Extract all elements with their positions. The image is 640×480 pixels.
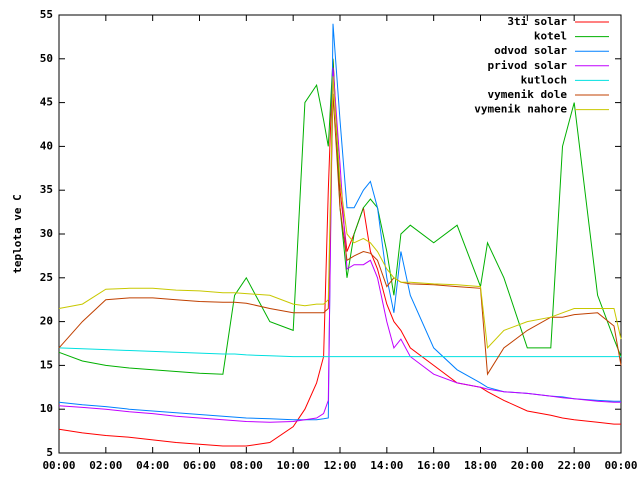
y-tick-label: 25 (40, 271, 53, 284)
x-tick-label: 04:00 (136, 459, 169, 472)
legend-label: privod solar (488, 59, 568, 72)
y-tick-label: 30 (40, 227, 53, 240)
y-tick-label: 20 (40, 315, 53, 328)
y-tick-label: 50 (40, 52, 53, 65)
y-axis-label: teplota ve C (11, 194, 24, 273)
y-tick-label: 40 (40, 139, 53, 152)
x-tick-label: 14:00 (370, 459, 403, 472)
legend-label: vymenik nahore (474, 103, 567, 116)
series-line (58, 76, 622, 350)
legend-label: 3ti solar (507, 15, 567, 28)
x-tick-label: 20:00 (511, 459, 544, 472)
x-tick-label: 22:00 (558, 459, 591, 472)
series-line (58, 93, 622, 376)
legend-label: odvod solar (494, 44, 567, 57)
x-tick-label: 08:00 (230, 459, 263, 472)
y-tick-label: 5 (46, 446, 53, 459)
y-tick-label: 10 (40, 402, 53, 415)
x-tick-label: 00:00 (604, 459, 637, 472)
y-tick-label: 45 (40, 96, 53, 109)
legend-label: kotel (534, 30, 567, 43)
legend-label: kutloch (521, 73, 567, 86)
legend-label: vymenik dole (488, 88, 568, 101)
x-tick-label: 06:00 (183, 459, 216, 472)
x-tick-label: 02:00 (89, 459, 122, 472)
x-tick-label: 18:00 (464, 459, 497, 472)
series-line (58, 67, 621, 423)
y-tick-label: 55 (40, 8, 53, 21)
y-tick-label: 15 (40, 358, 53, 371)
x-tick-label: 00:00 (42, 459, 75, 472)
x-tick-label: 12:00 (323, 459, 356, 472)
series-line (58, 347, 621, 358)
y-tick-label: 35 (40, 183, 53, 196)
x-tick-label: 10:00 (277, 459, 310, 472)
x-tick-label: 16:00 (417, 459, 450, 472)
